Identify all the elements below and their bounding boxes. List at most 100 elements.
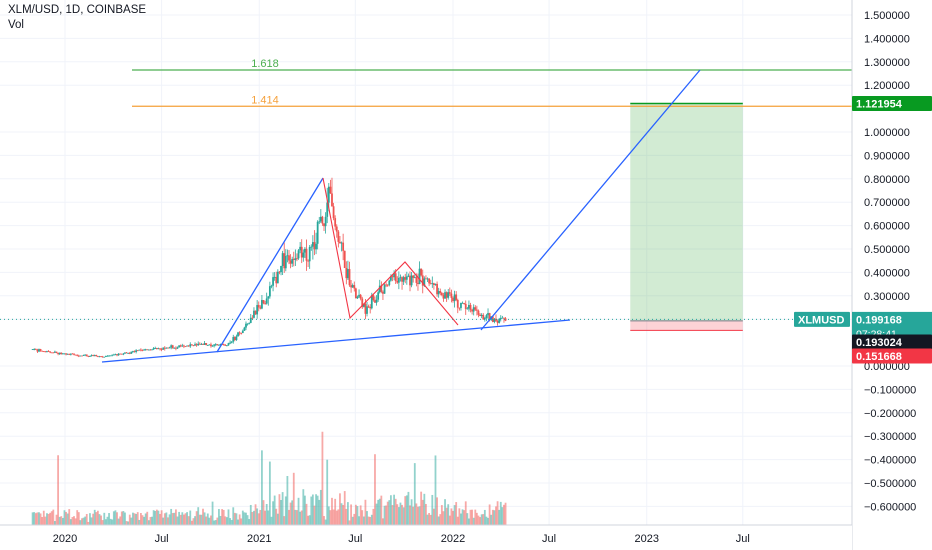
volume-bar <box>182 514 185 525</box>
candle-body <box>141 350 144 351</box>
volume-bar <box>410 499 413 525</box>
volume-bar <box>353 513 356 525</box>
candle-body <box>413 277 416 279</box>
candle-body <box>82 355 85 356</box>
candle-body <box>458 307 461 309</box>
candle-body <box>97 356 99 358</box>
candle-body <box>447 292 450 298</box>
candle-body <box>154 348 157 349</box>
volume-bar <box>383 505 386 525</box>
candle-body <box>170 345 173 348</box>
volume-bar <box>49 512 52 525</box>
candle-body <box>278 271 281 273</box>
time-tick-label: 2023 <box>634 533 658 545</box>
candle-body <box>362 303 365 307</box>
volume-bar <box>132 512 134 525</box>
candle-body <box>140 349 142 351</box>
volume-bar <box>318 499 321 525</box>
volume-bar <box>327 506 330 525</box>
volume-bar <box>87 521 90 525</box>
candle-body <box>33 349 36 350</box>
candle-body <box>262 300 265 304</box>
candle-body <box>359 294 362 299</box>
volume-bar <box>238 514 241 525</box>
candle-body <box>69 353 72 355</box>
candle-body <box>358 294 360 297</box>
volume-bar <box>399 502 402 525</box>
candle-body <box>292 258 295 260</box>
candle-body <box>36 349 39 352</box>
candle-body <box>455 294 458 300</box>
symbol-title[interactable]: XLM/USD, 1D, COINBASE <box>8 4 147 16</box>
entry-price-badge-bg <box>852 334 932 350</box>
candle-body <box>203 343 206 345</box>
volume-bar <box>219 515 222 525</box>
volume-bar <box>243 512 246 525</box>
volume-bar <box>468 518 470 525</box>
candle-body <box>225 345 228 347</box>
volume-bar <box>326 459 329 525</box>
volume-bar <box>421 499 424 525</box>
candle-body <box>133 351 136 352</box>
candle-body <box>92 355 95 356</box>
candle-body <box>483 317 486 320</box>
candle-body <box>208 344 211 346</box>
volume-bar <box>157 510 160 525</box>
candle-body <box>429 283 432 285</box>
volume-bar <box>241 510 244 525</box>
candle-body <box>445 292 448 298</box>
candle-body <box>159 348 161 350</box>
volume-bar <box>138 519 141 525</box>
candle-body <box>339 241 341 244</box>
candle-body <box>304 248 306 253</box>
volume-bar <box>57 455 59 525</box>
volume-bar <box>176 516 179 525</box>
candle-body <box>370 295 373 309</box>
volume-bar <box>284 496 287 525</box>
candle-body <box>149 349 152 351</box>
candle-body <box>332 206 335 219</box>
volume-bar <box>76 510 79 525</box>
volume-bar <box>249 504 252 525</box>
trend-lines <box>101 69 701 363</box>
volume-bar <box>493 510 496 525</box>
candle-body <box>499 317 502 319</box>
volume-bar <box>104 519 107 525</box>
candle-body <box>464 303 467 309</box>
volume-bar <box>178 511 181 525</box>
volume-bar <box>280 500 282 525</box>
candle-body <box>383 284 386 294</box>
volume-bar <box>437 516 440 525</box>
price-tick-label: −0.100000 <box>864 384 916 396</box>
volume-bar <box>181 512 184 525</box>
volume-bar <box>39 513 42 525</box>
volume-bar <box>200 514 203 525</box>
candle-body <box>190 344 193 346</box>
candle-body <box>268 286 271 297</box>
volume-bar <box>273 495 276 525</box>
candle-body <box>307 260 309 262</box>
candle-body <box>297 250 300 259</box>
candle-body <box>503 317 505 319</box>
volume-bar <box>179 514 182 525</box>
candle-body <box>235 336 238 341</box>
volume-bar <box>361 510 364 525</box>
candle-body <box>311 242 314 247</box>
candle-body <box>73 353 75 355</box>
volume-bar <box>294 509 297 525</box>
stop-price-badge: 0.151668 <box>856 351 902 363</box>
candle-body <box>420 268 423 276</box>
volume-bar <box>488 504 491 525</box>
volume-bar <box>205 516 208 525</box>
volume-bar <box>409 505 411 525</box>
volume-bar <box>189 510 192 525</box>
volume-bar <box>292 472 295 525</box>
volume-bar <box>173 512 176 525</box>
candle-body <box>95 355 98 357</box>
price-tick-label: −0.300000 <box>864 431 916 443</box>
candle-body <box>342 242 345 251</box>
candle-body <box>463 302 466 304</box>
candle-body <box>181 345 184 347</box>
volume-bar <box>85 513 88 525</box>
